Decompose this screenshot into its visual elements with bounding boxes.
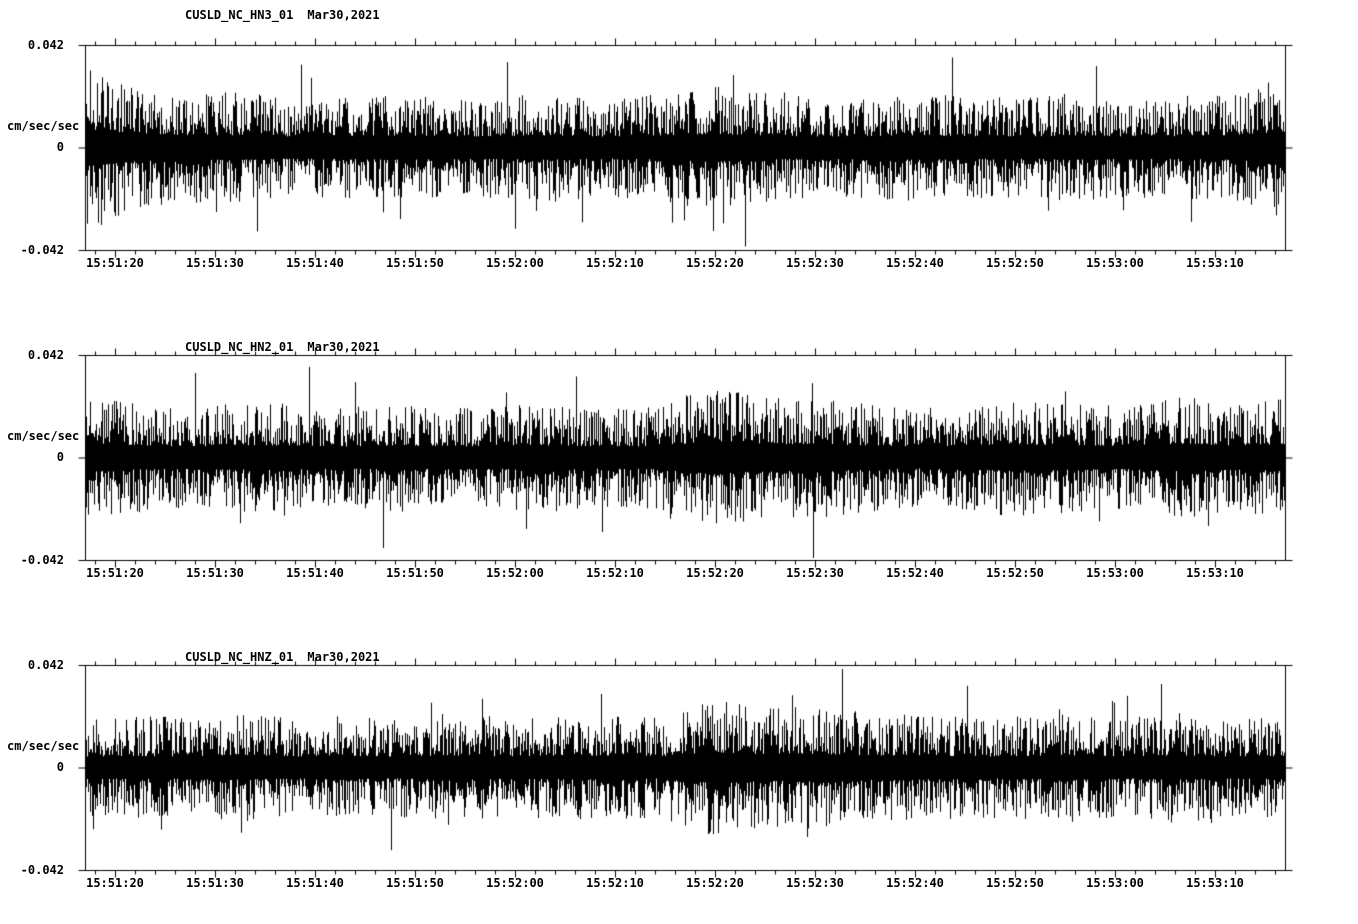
seismogram-viewer: CUSLD_NC_HN3_01 Mar30,2021 cm/sec/sec 0.0… xyxy=(0,0,1358,924)
seismogram-canvas xyxy=(0,0,1358,924)
